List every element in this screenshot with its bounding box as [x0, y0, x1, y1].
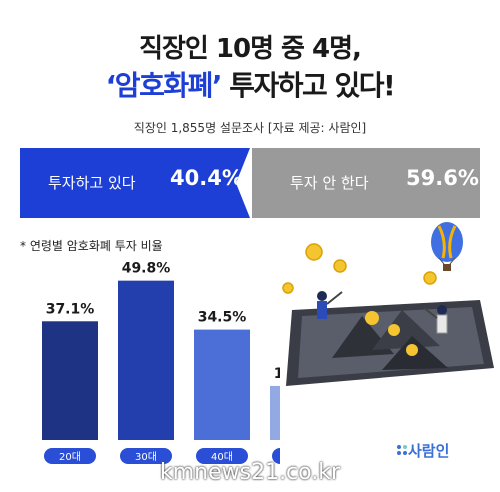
category-pill — [272, 448, 280, 464]
category-pill — [196, 448, 248, 464]
bar-3 — [270, 385, 280, 440]
category-pill — [120, 448, 172, 464]
bar-1 — [118, 280, 174, 440]
bar-2 — [194, 329, 250, 440]
not-investing-label: 투자 안 한다 — [290, 174, 369, 192]
category-label: 20대 — [59, 451, 81, 463]
survey-info: 직장인 1,855명 설문조사 [자료 제공: 사람인] — [133, 121, 367, 135]
bitcoin-icon — [365, 311, 418, 356]
not-investing-segment: 투자 안 한다 59.6% — [252, 148, 480, 218]
bar-value-label: 16.9% — [274, 366, 280, 382]
category-pill — [44, 448, 96, 464]
watermark: kmnews21.co.kr — [159, 460, 341, 485]
headline-line2: ‘암호화폐’ 투자하고 있다! — [0, 64, 500, 104]
coin-icon — [282, 243, 437, 294]
saramin-logo-icon — [397, 445, 407, 455]
crypto-mining-illustration — [282, 222, 494, 386]
not-investing-value: 59.6% — [406, 166, 479, 190]
investing-value: 40.4% — [170, 166, 243, 190]
bar-value-label: 37.1% — [46, 301, 95, 317]
headline-line1: 직장인 10명 중 4명, — [139, 34, 362, 64]
investment-split-bar: 투자하고 있다 40.4% 투자 안 한다 59.6% — [20, 148, 480, 218]
brand-name: 사람인 — [408, 442, 450, 460]
bar-value-label: 34.5% — [198, 310, 247, 326]
category-label: 30대 — [135, 451, 157, 463]
miner-icon — [317, 291, 448, 334]
investing-segment: 투자하고 있다 40.4% — [20, 148, 250, 218]
hot-air-balloon-icon — [431, 222, 463, 271]
chart-note: * 연령별 암호화폐 투자 비율 — [20, 239, 163, 253]
category-label: 40대 — [211, 451, 233, 463]
headline-highlight: ‘암호화폐’ — [105, 69, 223, 102]
bar-value-label: 49.8% — [122, 261, 171, 277]
bar-0 — [42, 321, 98, 440]
headline-rest: 투자하고 있다! — [221, 69, 396, 102]
investing-label: 투자하고 있다 — [48, 174, 136, 192]
